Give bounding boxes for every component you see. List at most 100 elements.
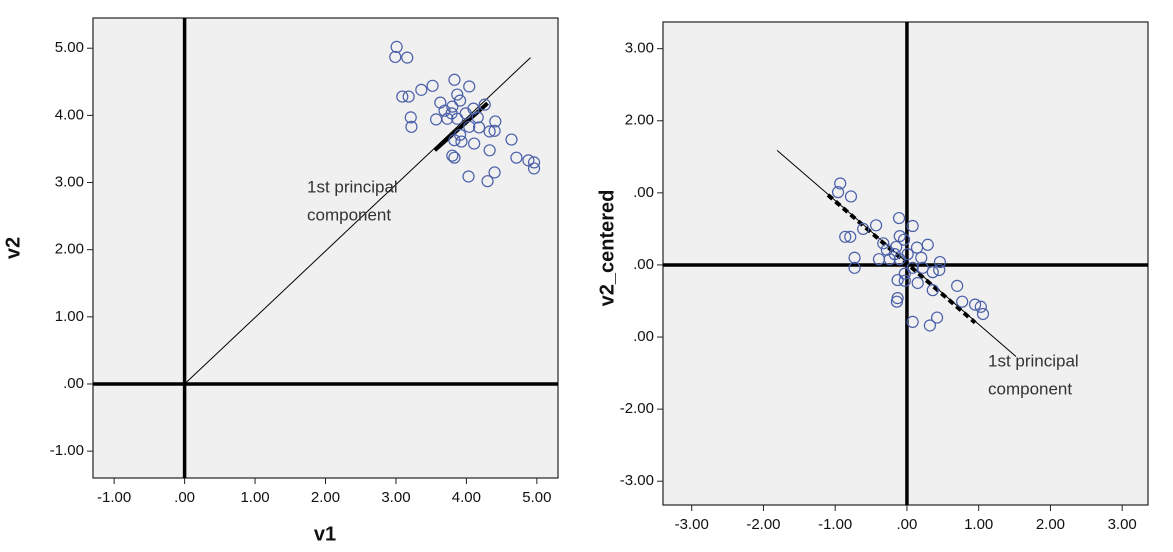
point [402,90,415,103]
point [848,261,861,274]
point [906,315,919,328]
y-tick-label: -3.00 [620,472,654,489]
point [505,133,518,146]
point [831,186,845,199]
point [451,88,464,101]
y-tick-label: .00 [633,184,654,201]
point [877,237,890,250]
point [472,121,486,134]
point [451,112,464,125]
y-tick-label: 3.00 [55,173,84,190]
point [463,80,476,93]
point [926,284,939,297]
point [893,230,906,243]
point [968,298,982,311]
x-tick-label: 4.00 [452,489,481,506]
point [448,151,461,164]
point [848,251,861,264]
point [489,115,502,128]
y-tick-label: .00 [633,256,654,273]
point [892,211,906,225]
point [915,251,928,264]
point [898,267,911,280]
y-tick-label: 5.00 [55,39,84,56]
x-tick-label: 3.00 [1108,516,1137,533]
y-tick-label: 2.00 [55,241,84,258]
annotation: 1st principal [307,177,398,196]
point [453,94,467,107]
x-tick-label: -1.00 [818,516,852,533]
annotation: 1st principal [988,351,1079,370]
point [974,300,987,313]
point [883,253,896,266]
point [898,274,911,287]
annotation: component [307,205,391,224]
point [869,219,883,232]
y-tick-label: -2.00 [620,400,654,417]
x-axis-title: v1 [314,523,336,545]
y-axis-title: v2_centered [596,190,618,307]
principal-component-line [184,57,531,385]
y-axis-title: v2 [2,237,24,259]
point [916,261,929,274]
x-tick-label: -1.00 [97,489,131,506]
point [488,166,501,179]
point [448,73,461,86]
y-tick-label: .00 [63,375,84,392]
point [930,311,944,324]
annotation: component [988,379,1072,398]
point [844,190,858,203]
point [483,125,496,138]
point [522,154,535,167]
x-tick-label: 3.00 [381,489,410,506]
y-tick-label: .00 [633,328,654,345]
x-tick-label: 2.00 [1036,516,1065,533]
point [926,266,939,279]
point [462,170,475,183]
x-tick-label: .00 [897,516,918,533]
point [389,50,402,64]
point [438,104,451,117]
x-tick-label: .00 [174,489,195,506]
point [488,124,501,137]
point [933,255,947,269]
x-tick-label: 5.00 [522,489,551,506]
point [481,175,494,188]
point [441,112,454,125]
point [401,51,414,64]
point [923,319,936,332]
point [857,222,870,235]
point [426,79,439,92]
point [901,248,914,261]
point [890,240,903,254]
projections [826,193,977,325]
point [415,83,428,96]
point [891,273,904,287]
point [453,128,467,141]
y-tick-label: 4.00 [55,106,84,123]
point [976,307,990,321]
point [897,233,911,246]
point [478,98,491,111]
point [468,137,481,150]
x-tick-label: 2.00 [311,489,340,506]
x-tick-label: 1.00 [964,516,993,533]
point [956,295,969,308]
y-tick-label: 3.00 [625,40,654,57]
point [906,219,919,233]
point [906,261,919,274]
point [404,111,417,124]
x-tick-label: 1.00 [240,489,269,506]
point [527,162,541,175]
point [446,100,459,113]
point [446,149,459,162]
point [834,177,847,190]
plot-area [92,17,559,479]
point [844,230,857,243]
point [471,111,484,124]
point [455,135,468,148]
point [933,263,946,277]
point [463,120,476,133]
